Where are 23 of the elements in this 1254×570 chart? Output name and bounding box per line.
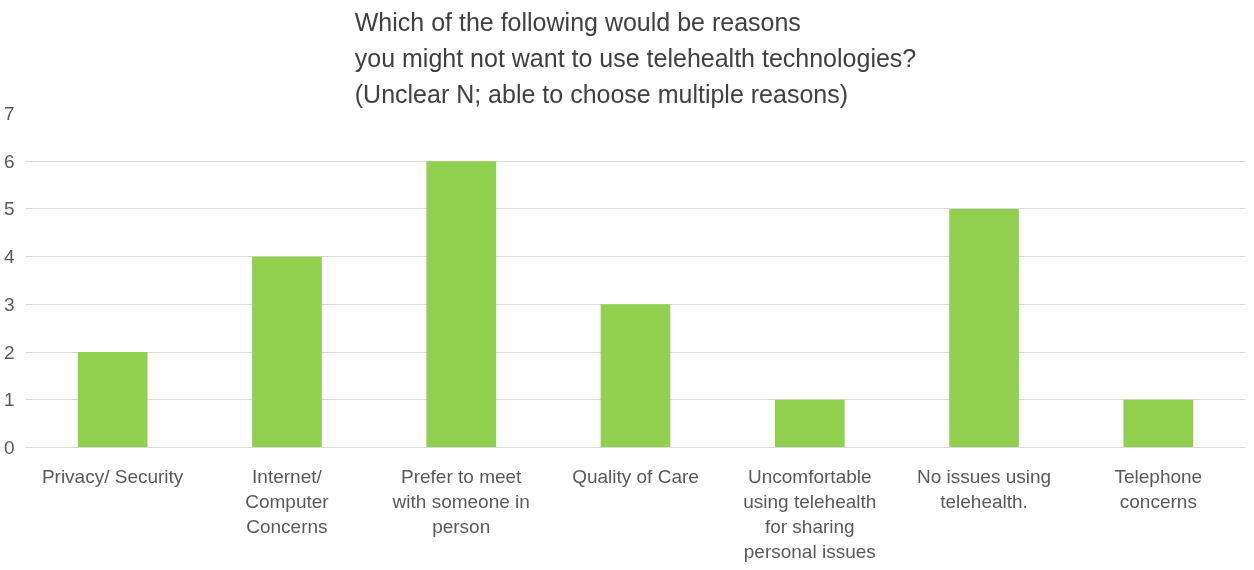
chart-title: Which of the following would be reasons you might not want to use telehealth technologies? (Unclear N; able to choose multiple reasons) xyxy=(354,7,917,109)
y-tick-label: 5 xyxy=(3,198,15,220)
x-tick-label: Internet/ Computer Concerns xyxy=(245,465,330,537)
y-tick-label: 1 xyxy=(3,389,15,411)
bar xyxy=(949,208,1019,448)
bar xyxy=(774,399,845,448)
y-tick-label: 7 xyxy=(3,103,15,124)
bar xyxy=(1123,399,1194,448)
bar xyxy=(426,161,497,448)
x-tick-label: Telephone concerns xyxy=(1114,465,1203,512)
y-tick-label: 2 xyxy=(3,341,15,363)
x-tick-label: Uncomfortable using telehealth for sharing personal issues xyxy=(743,465,877,563)
bar xyxy=(600,304,671,448)
x-tick-label: Prefer to meet with someone in person xyxy=(391,465,530,537)
y-tick-label: 4 xyxy=(3,246,15,268)
x-tick-label: Privacy/ Security xyxy=(41,465,184,487)
bar xyxy=(252,256,322,448)
bar xyxy=(77,352,148,448)
y-tick-label: 0 xyxy=(3,437,15,458)
y-tick-label: 6 xyxy=(3,150,15,172)
x-tick-label: Quality of Care xyxy=(572,465,699,487)
y-tick-label: 3 xyxy=(3,293,15,315)
x-tick-label: No issues using telehealth. xyxy=(917,465,1052,512)
